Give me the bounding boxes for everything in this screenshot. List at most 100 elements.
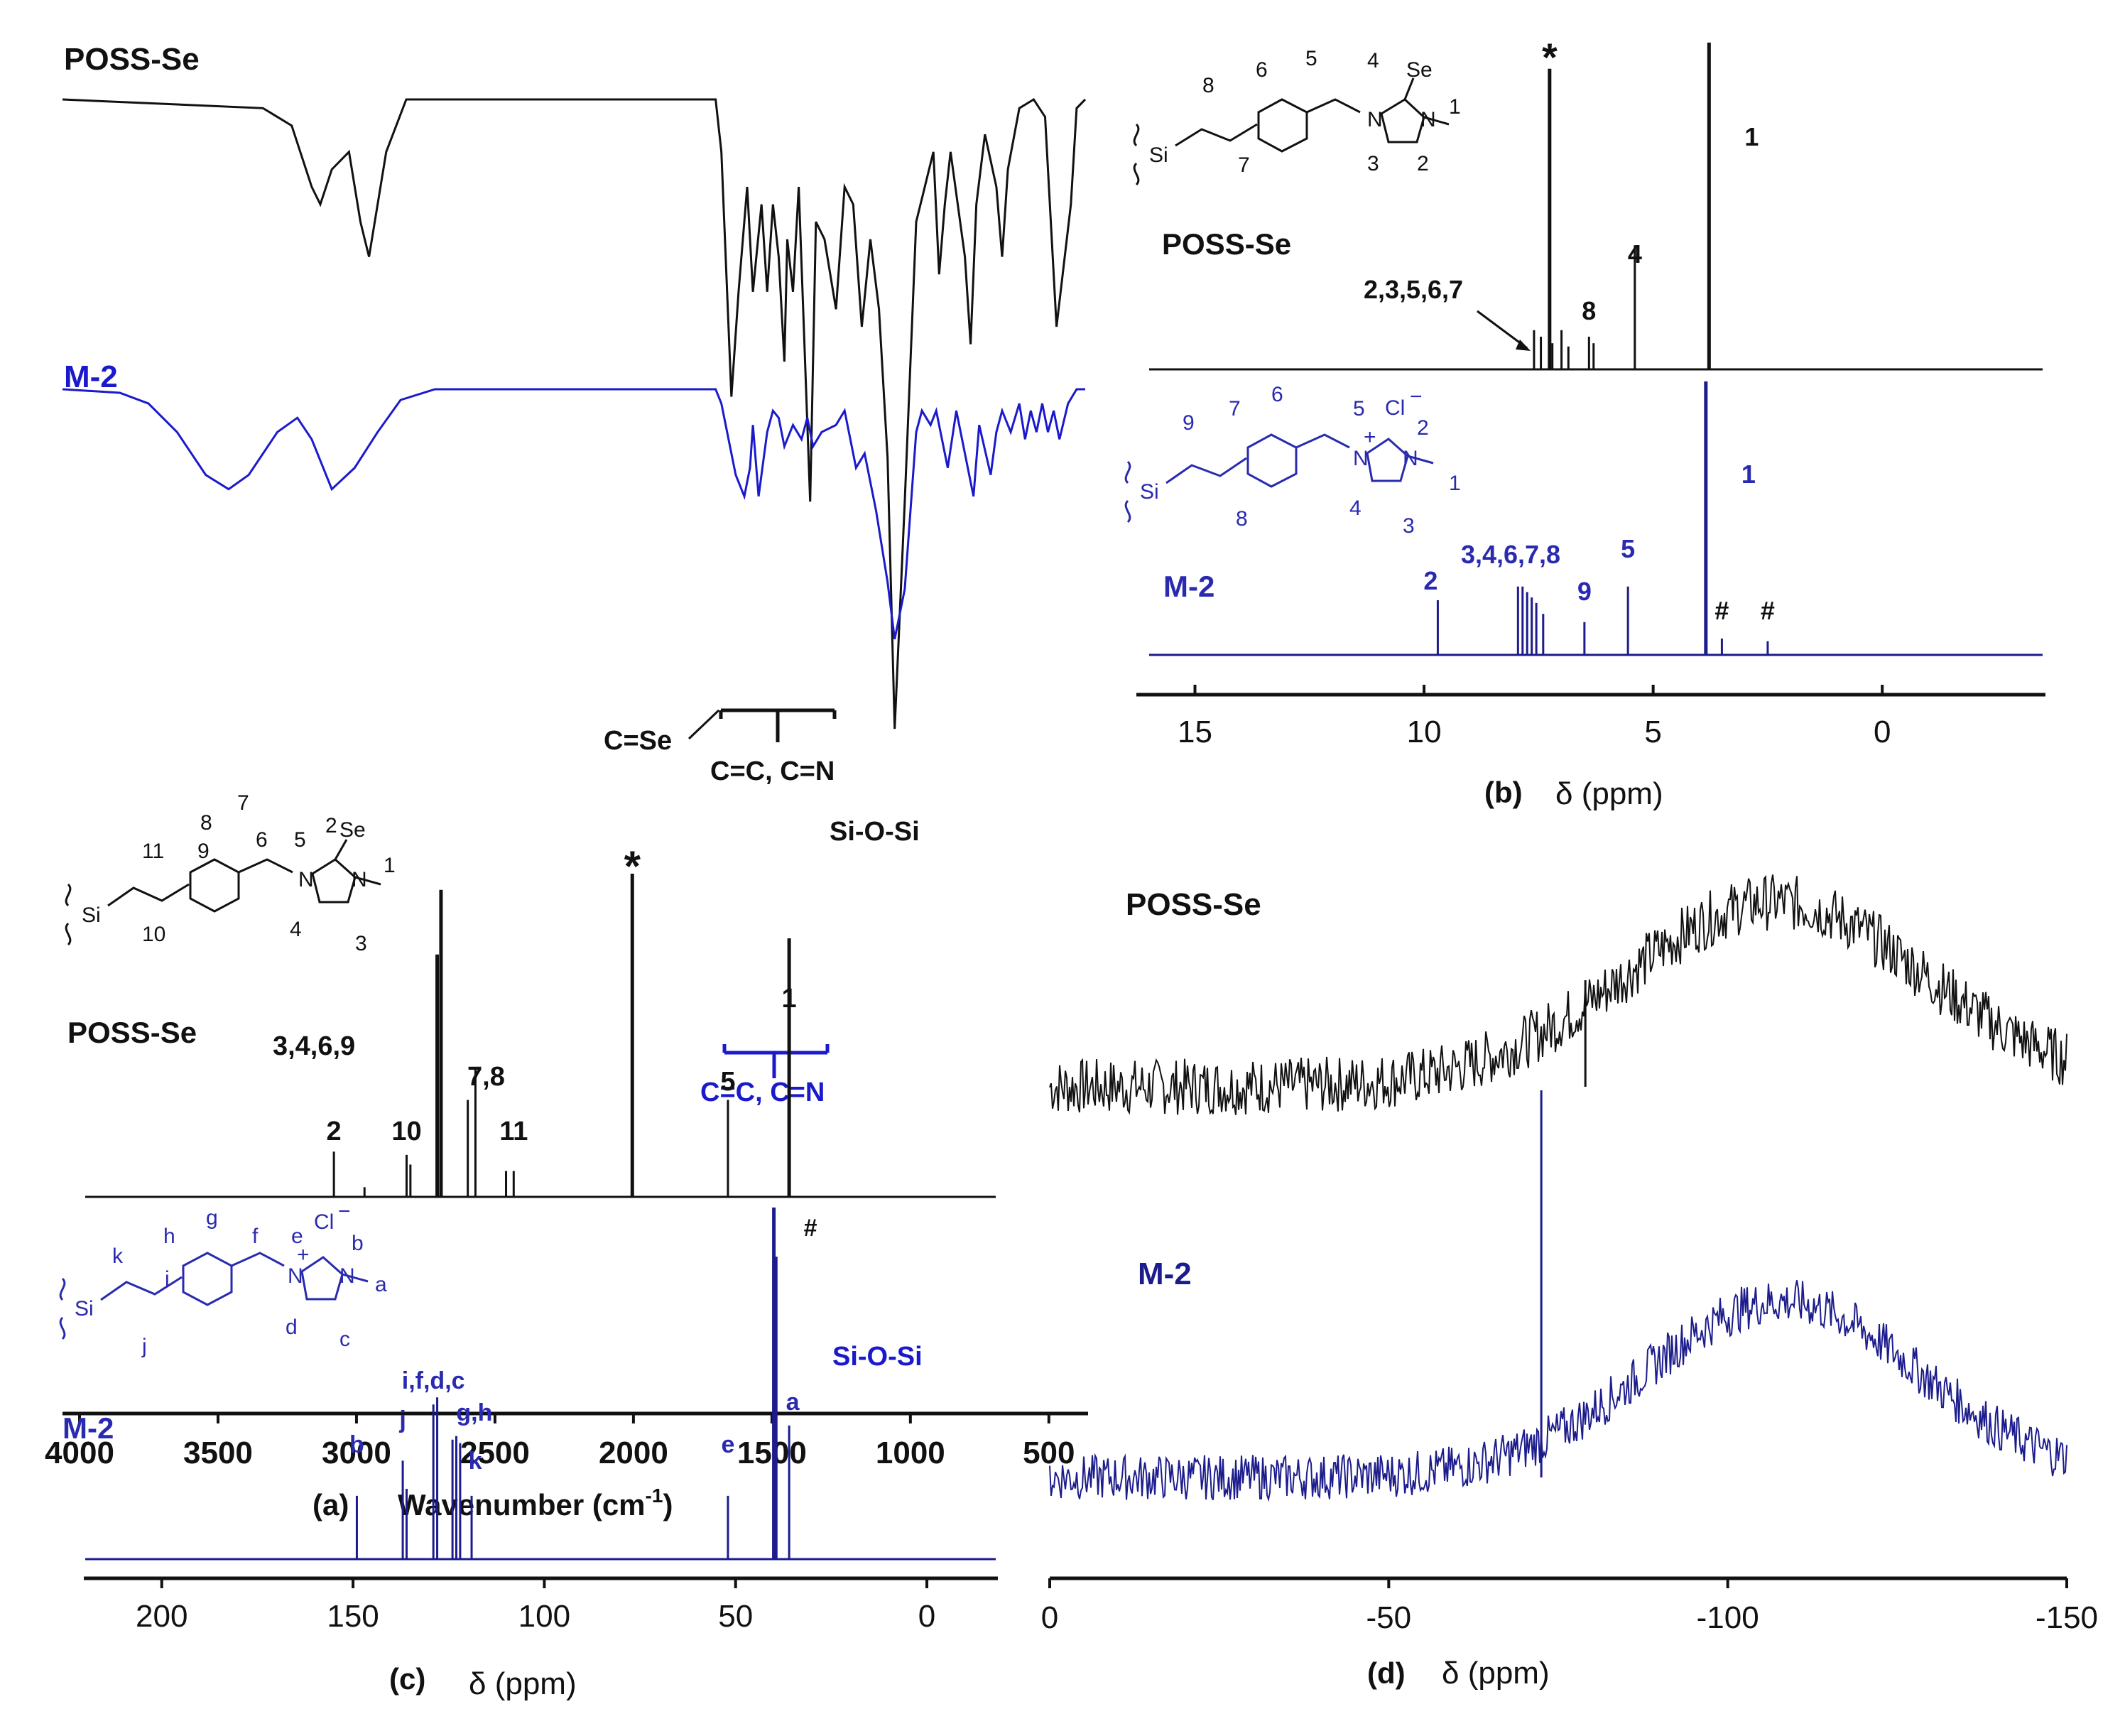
panel-b-bottom-n9: 9 [1183,411,1195,435]
panel-b-x-title: δ (ppm) [1555,776,1663,811]
panel-b-bottom-n1: N [1353,447,1369,470]
panel-d-label-m2: M-2 [1138,1257,1192,1291]
panel-b-label-m2: M-2 [1163,570,1214,603]
panel-c-peak-label: 3,4,6,9 [273,1031,355,1061]
panel-b-top-ch2 [1306,98,1361,114]
panel-b-top-cse-bond [1403,77,1415,100]
panel-a-annotation-cc-cn-top: C=C, C=N [710,756,835,786]
panel-c-bottom-squiggle [59,1277,66,1340]
panel-c-bottom-n2: N [339,1264,355,1288]
panel-b-arrow [1477,310,1528,349]
panel-b-bottom-n7: 7 [1229,397,1241,421]
panel-c-bottom-j: j [141,1335,147,1358]
tick-label: 5 [1644,715,1661,749]
panel-c-top-n1: N [298,868,314,891]
panel-c-tag: (c) [389,1662,425,1696]
panel-b-ticks: 15 10 5 0 [1178,685,1891,749]
panel-c-bottom-g: g [206,1206,218,1230]
tick-label: 150 [327,1599,379,1634]
panel-c-peak-label: g,h [456,1399,492,1426]
panel-b-top-vinyl [1175,123,1258,147]
panel-c-bottom-b: b [352,1232,364,1255]
panel-c-peak-label: 2 [327,1117,342,1146]
panel-a-bracket-top [719,708,837,742]
tick-label: 200 [136,1599,188,1634]
panel-b-top-n1: N [1367,108,1383,131]
panel-c-bottom-imidazole [300,1256,344,1301]
panel-c-peak-label: * [624,842,641,890]
panel-a-trace-m2 [62,388,1085,640]
tick-label: 0 [1041,1600,1058,1635]
tick-label: 1000 [876,1436,945,1470]
panel-c-peak-label: e [721,1431,734,1458]
panel-c-peak-label: 11 [499,1117,528,1146]
tick-label: 15 [1178,715,1212,749]
panel-c-top-benzene [189,858,240,913]
tick-label: -150 [2036,1600,2098,1635]
panel-b-peak-label: 4 [1628,239,1642,268]
panel-b-bottom-ch2 [1295,433,1350,449]
panel-b-bottom-n2: N [1403,447,1418,470]
panel-b-top-squiggle [1133,123,1140,186]
panel-b-top-benzene [1257,98,1308,153]
panel-a-x-title-sup: -1 [646,1485,663,1507]
panel-c-label-poss-se: POSS-Se [67,1016,197,1049]
panel-c-top-vinyl [107,883,190,907]
tick-label: -100 [1697,1600,1759,1635]
panel-d-tag: (d) [1367,1656,1406,1690]
panel-c-top-cse-bond [334,839,348,860]
panel-b-bottom-n4: 4 [1349,497,1362,520]
panel-b-structure-poss-se: Si N N Se 8 7 6 5 4 3 2 1 [1133,47,1461,186]
panel-b-top-n1-label: 1 [1449,95,1461,119]
panel-b-arrowhead [1516,340,1531,351]
panel-c-top-n4: 4 [290,918,302,941]
panel-c-bottom-cl: Cl [314,1210,334,1234]
tick-label: 500 [1023,1436,1075,1470]
panel-c-bottom-vinyl [100,1276,183,1301]
panel-c-top-n11: 11 [142,840,164,863]
panel-b-bottom-benzene [1246,433,1298,488]
panel-b-tag: (b) [1484,776,1523,809]
panel-b-peak-label: 8 [1582,296,1596,325]
panel-a-annotation-cc-cn-bottom: C=C, C=N [700,1078,825,1107]
panel-c-top-ch2 [238,858,293,874]
panel-b-top-n2-label: 2 [1417,152,1429,175]
panel-c-structure-m2: Si N N + Cl − k j i h g f e d c b a [59,1200,387,1358]
tick-label: -50 [1366,1600,1412,1635]
panel-c-bottom-benzene [182,1252,233,1306]
panel-a-series-group [62,97,1087,729]
panel-c-top-n8: 8 [200,811,212,835]
panel-c-peak-label: a [786,1389,800,1416]
panel-b-peak-label: 9 [1577,577,1592,606]
tick-label: 2500 [460,1436,530,1470]
panel-c-peak-label: j [398,1406,406,1433]
tick-label: 3000 [322,1436,391,1470]
panel-b-top-n2: N [1420,108,1436,131]
panel-b-top-n7: 7 [1238,153,1250,177]
panel-a-label-m2: M-2 [64,359,118,394]
panel-c-series-group: * 1 5 2 10 3,4,6,9 7,8 11 b j i,f,d,c g,h k e a # [85,842,996,1561]
panel-b-bottom-methyl [1407,455,1434,465]
panel-a-x-title-tail: ) [663,1488,673,1521]
panel-b-bottom-imidazole [1366,438,1409,482]
panel-b-peak-label: 1 [1741,460,1756,489]
panel-a-x-title: Wavenumber (cm-1) [398,1485,673,1521]
panel-c-bottom-ch2 [231,1252,285,1267]
panel-c-bottom-minus: − [338,1200,351,1223]
panel-c-bottom-methyl [342,1273,369,1283]
panel-c-bottom-h: h [163,1225,175,1248]
panel-b-bottom-n1-label: 1 [1449,472,1461,495]
panel-c-peak-label: i,f,d,c [402,1367,465,1394]
panel-d-trace-poss-se [1049,874,2067,1115]
panel-b-bottom-n3: 3 [1403,514,1415,538]
panel-c-13c-nmr: Si N N Se 11 10 9 8 7 6 5 4 3 2 1 POSS-S… [59,791,998,1701]
panel-c-bottom-d: d [286,1315,298,1339]
panel-c-top-n1-label: 1 [384,854,396,877]
panel-b-bottom-n8: 8 [1236,507,1248,531]
panel-a-annotation-siosi-bottom: Si-O-Si [832,1342,923,1372]
panel-b-peak-label: 3,4,6,7,8 [1461,540,1560,569]
panel-d-x-title: δ (ppm) [1442,1656,1550,1691]
panel-b-structure-m2: Si N N + Cl − 9 8 7 6 5 4 3 2 1 [1124,383,1461,538]
panel-a-x-title-main: Wavenumber (cm [398,1488,646,1521]
panel-b-peak-label: 5 [1621,534,1635,563]
